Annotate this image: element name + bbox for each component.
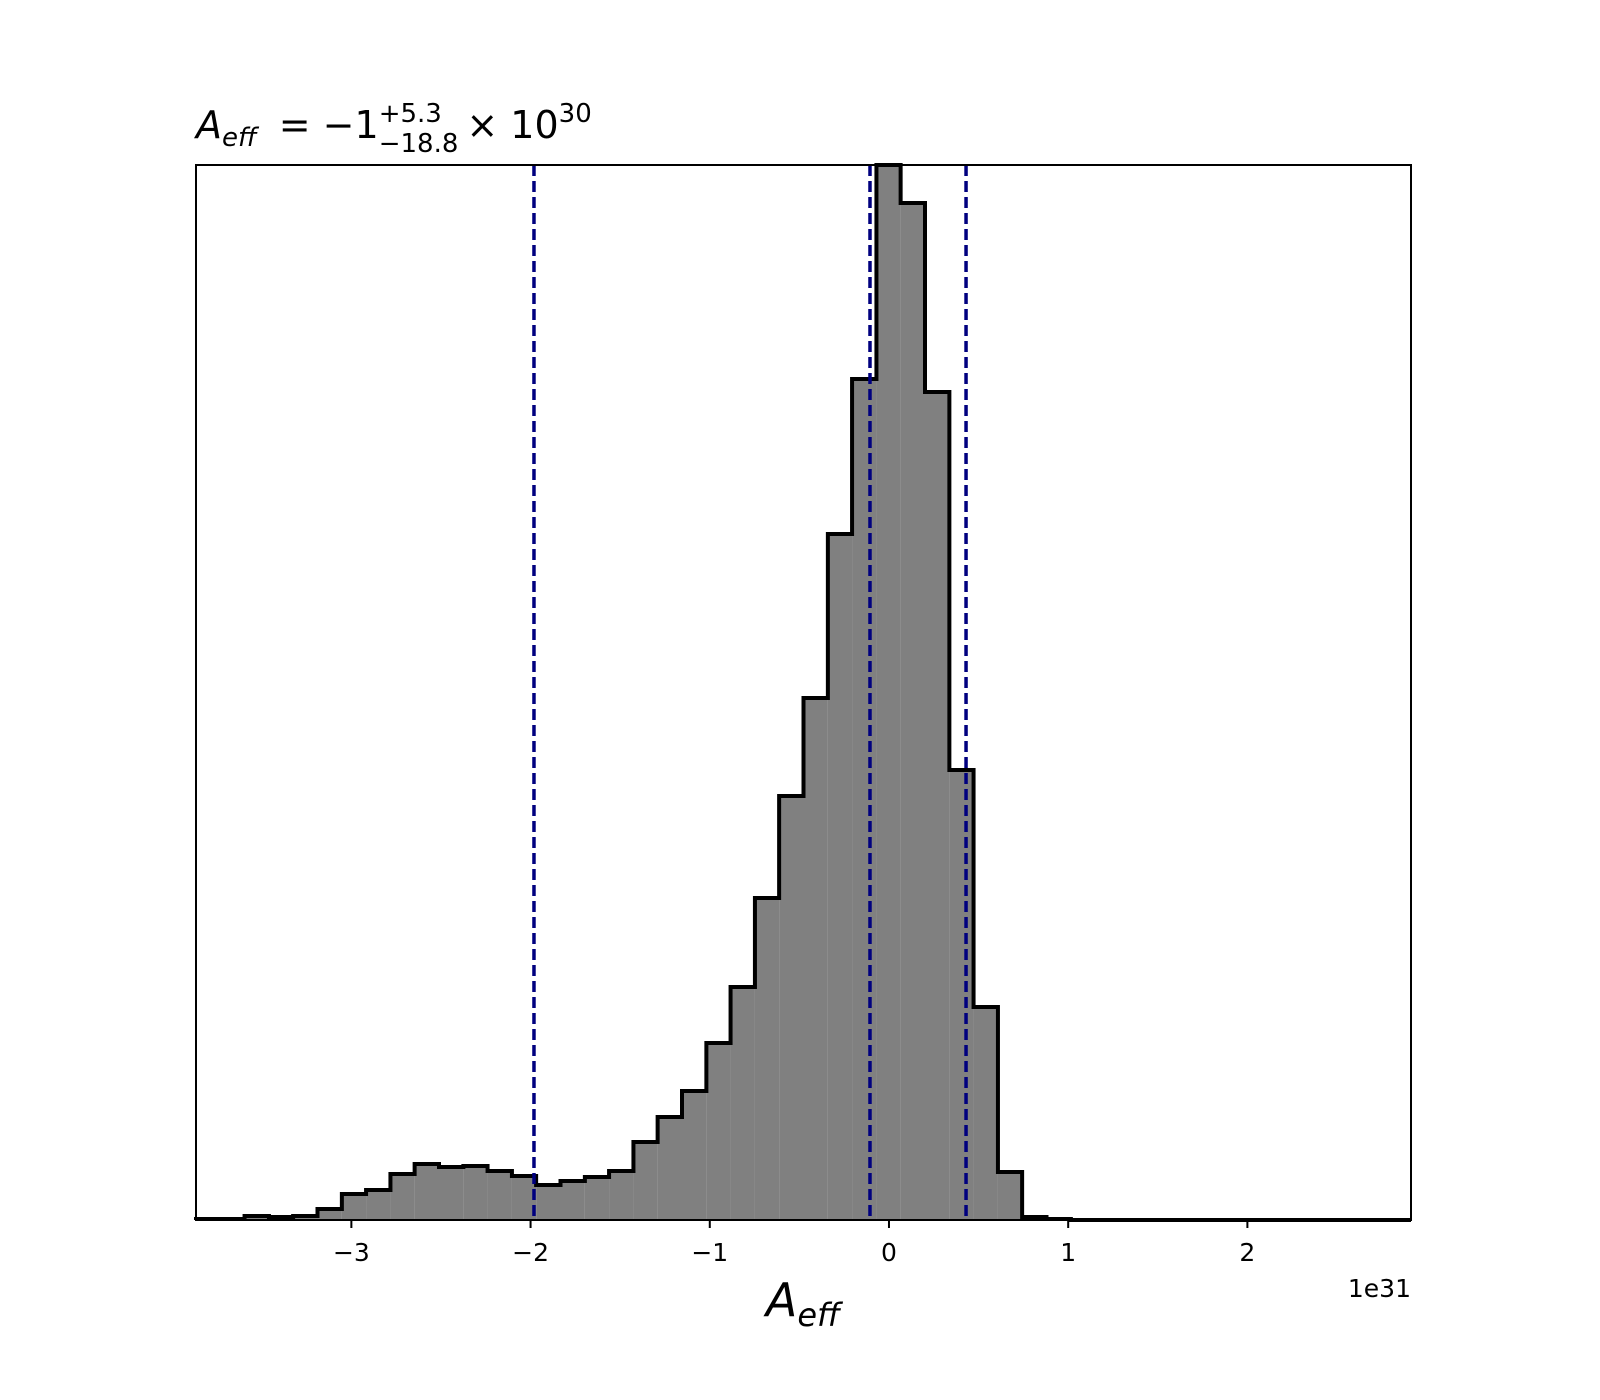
bar: [560, 1181, 585, 1220]
x-tick-label: 0: [881, 1238, 897, 1267]
bar: [852, 379, 877, 1220]
bar: [949, 770, 974, 1220]
title-minus: −18.8: [379, 129, 459, 159]
bar: [730, 987, 755, 1220]
x-tick-label: 2: [1239, 1238, 1255, 1267]
title-exp: 30: [559, 99, 592, 129]
title-times: × 10: [466, 103, 558, 147]
bar: [487, 1171, 512, 1220]
bar: [682, 1091, 707, 1220]
bar: [633, 1142, 658, 1220]
bar: [341, 1194, 367, 1220]
bar: [584, 1177, 610, 1220]
plot-frame: [195, 164, 1412, 1221]
bar: [803, 698, 828, 1220]
chart-title: Aeff = −1+5.3 −18.8 × 1030: [193, 99, 592, 159]
bar: [997, 1172, 1023, 1220]
bar: [536, 1185, 561, 1220]
x-tick-label: 1: [1060, 1238, 1076, 1267]
bar: [390, 1174, 415, 1220]
x-tick-label: −1: [691, 1238, 728, 1267]
bar: [876, 165, 901, 1220]
bar: [754, 898, 780, 1220]
bar: [317, 1209, 342, 1220]
xlabel-symbol: A: [763, 1273, 797, 1327]
x-offset-label: 1e31: [1348, 1274, 1411, 1303]
bar: [463, 1166, 488, 1220]
bar: [900, 203, 925, 1220]
x-axis-label: Aeff: [763, 1273, 844, 1334]
bar: [706, 1043, 731, 1220]
bar: [973, 1007, 998, 1220]
bar: [414, 1164, 439, 1220]
x-tick-label: −2: [512, 1238, 549, 1267]
bar: [439, 1167, 464, 1220]
x-tick-label: −3: [333, 1238, 370, 1267]
title-symbol: A: [193, 103, 222, 147]
xlabel-sub: eff: [797, 1296, 844, 1334]
title-eq: = −1: [279, 103, 379, 147]
bar: [925, 392, 950, 1220]
title-symbol-sub: eff: [222, 123, 260, 153]
bar: [511, 1176, 537, 1220]
bar: [657, 1117, 682, 1220]
bar: [609, 1171, 634, 1220]
title-plus: +5.3: [379, 99, 442, 129]
bar: [779, 796, 804, 1220]
bar: [366, 1190, 391, 1220]
bar: [827, 534, 853, 1220]
